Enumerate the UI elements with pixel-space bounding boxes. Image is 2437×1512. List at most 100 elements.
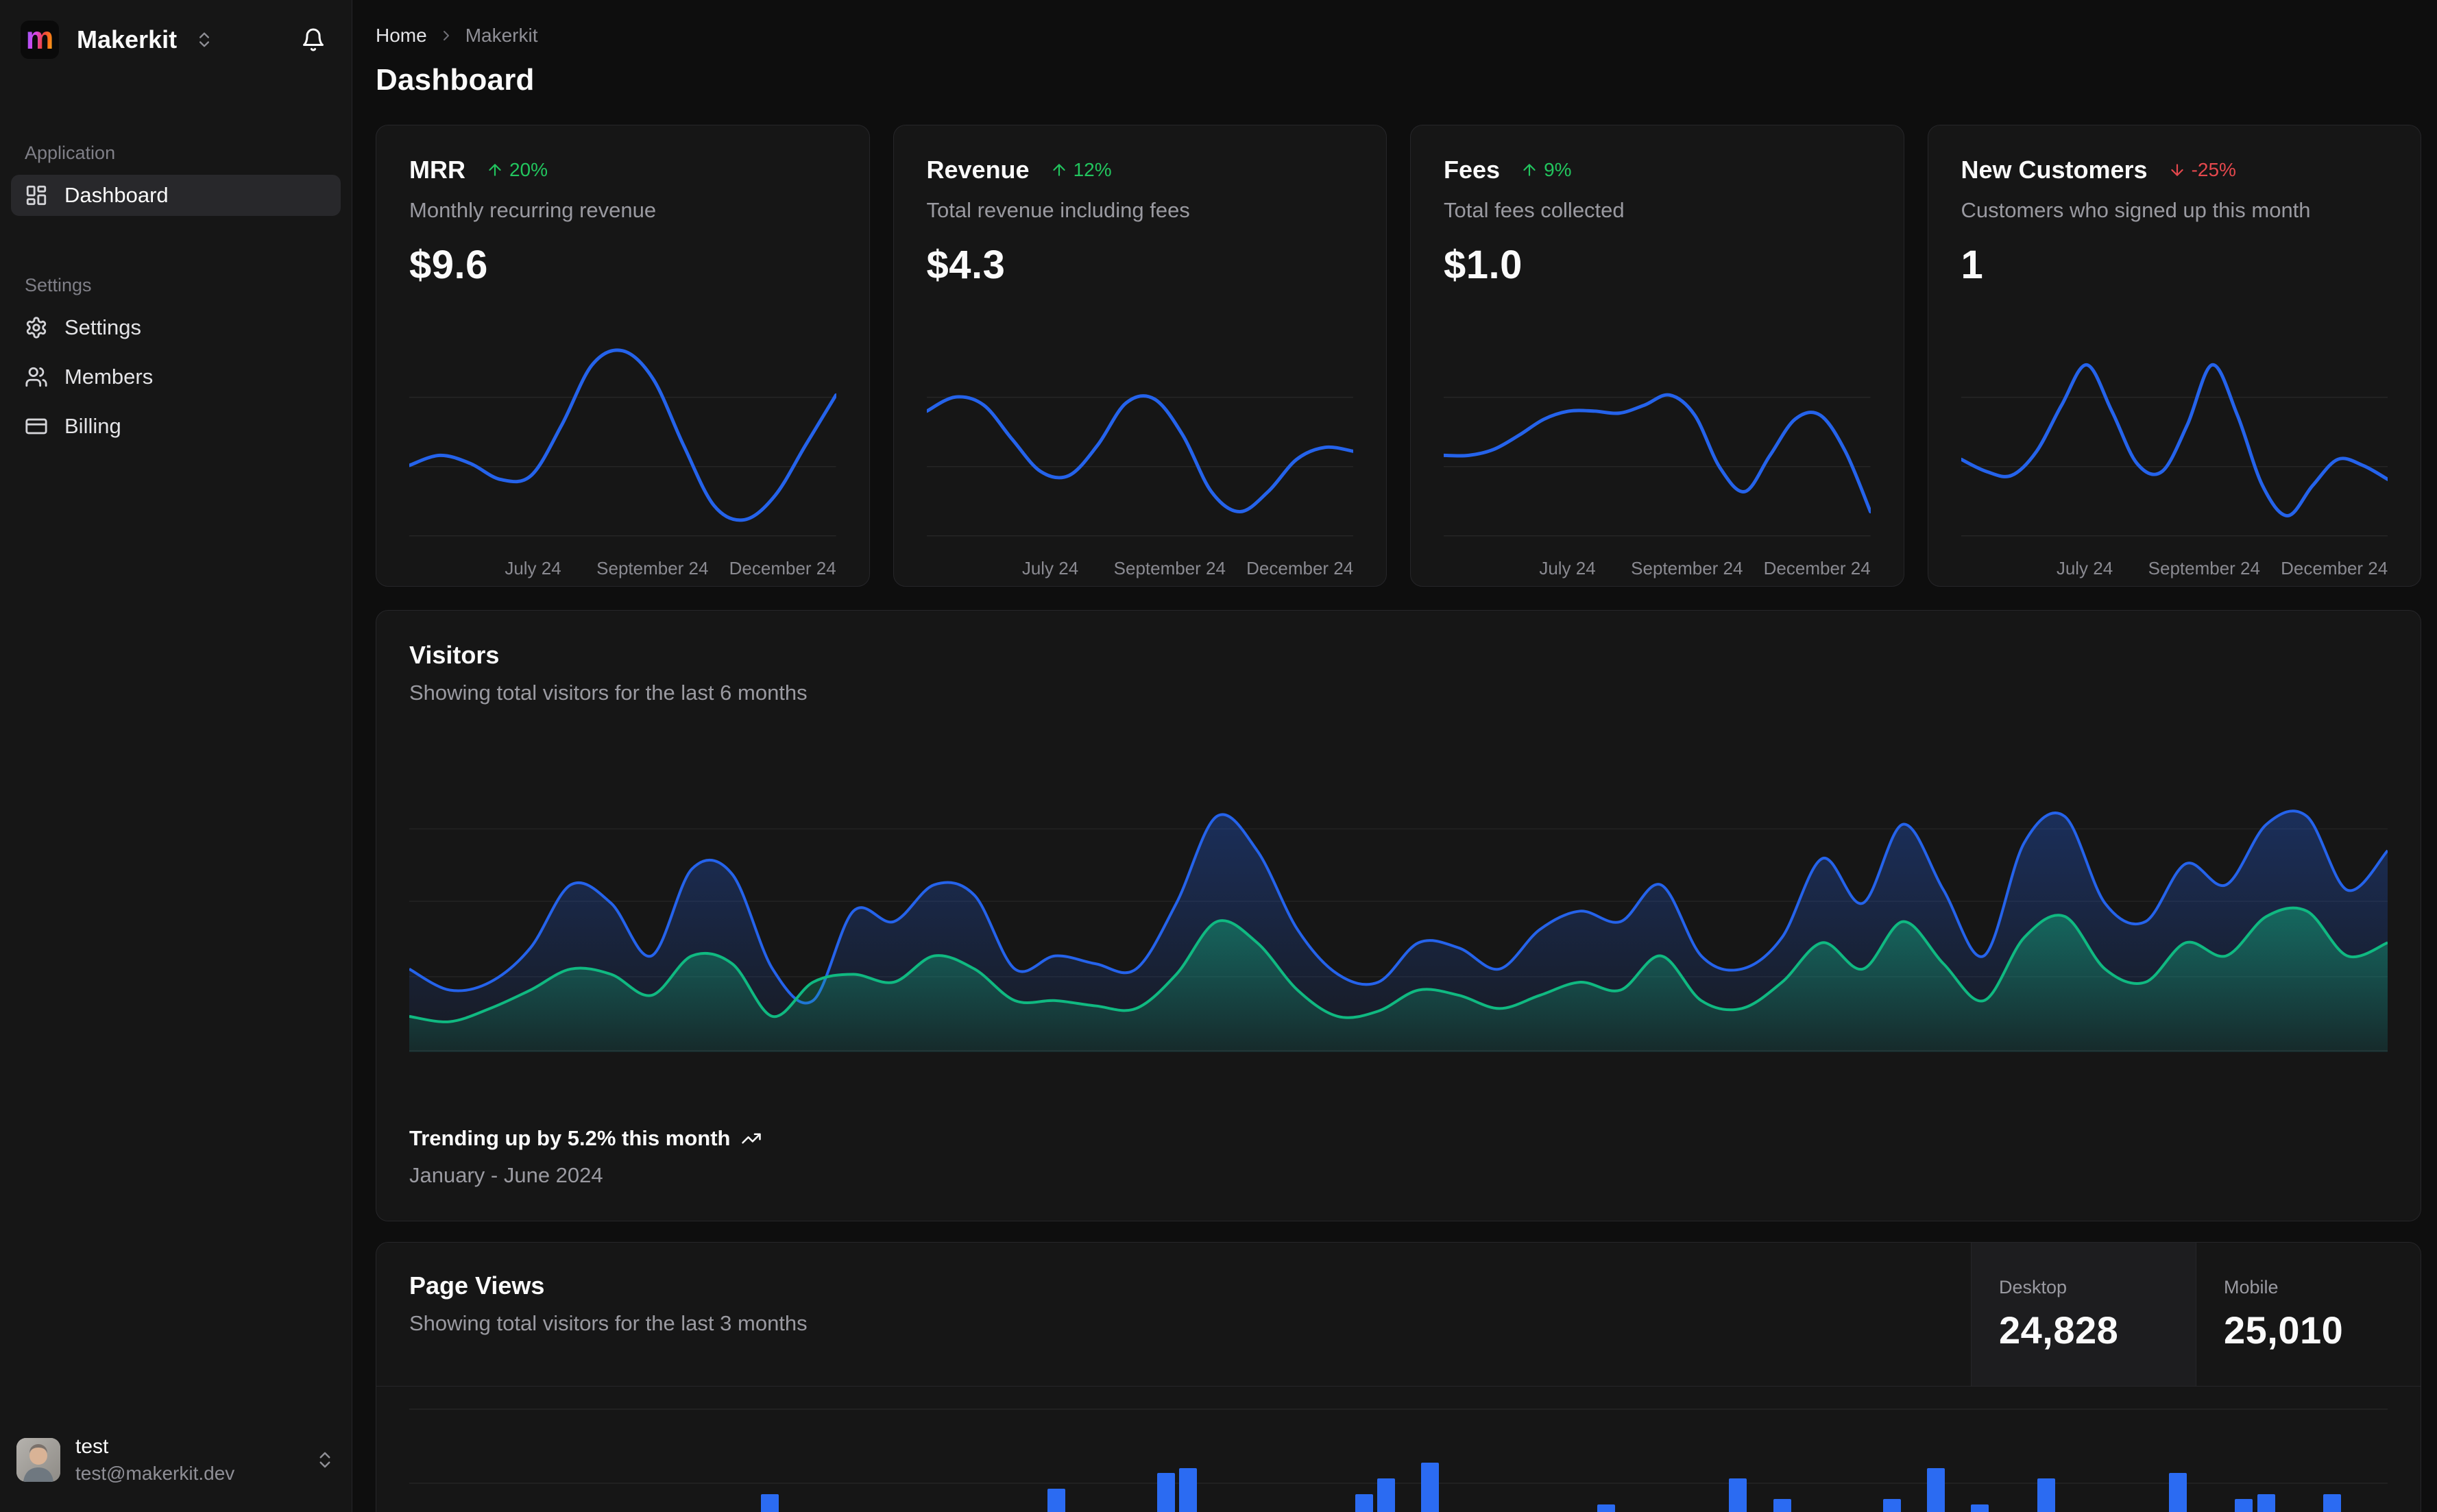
trend-value: 12%: [1073, 159, 1112, 180]
trend-value: 9%: [1544, 159, 1572, 180]
x-tick: December 24: [1763, 558, 1871, 579]
visitors-period: January - June 2024: [409, 1163, 603, 1187]
gridline: [409, 1483, 2388, 1484]
sidebar-item-dashboard[interactable]: Dashboard: [11, 175, 341, 216]
bar: [761, 1493, 779, 1512]
trend-badge: 9%: [1520, 159, 1572, 181]
sidebar-section-settings: Settings: [25, 275, 92, 295]
stat-title: Fees: [1444, 156, 1501, 184]
user-name: test: [75, 1435, 109, 1458]
sparkline-chart: [409, 324, 836, 547]
page-views-bar-chart: [409, 1400, 2388, 1512]
bar: [1377, 1478, 1395, 1512]
bar: [2169, 1473, 2187, 1512]
x-tick: September 24: [1113, 558, 1226, 579]
chevrons-up-down-icon: [315, 1450, 335, 1470]
sparkline-x-axis: July 24 September 24 December 24: [409, 558, 836, 578]
stat-value: $1.0: [1444, 243, 1523, 287]
sidebar-item-label: Billing: [64, 414, 121, 438]
bar: [1971, 1504, 1989, 1512]
tab-value: 24,828: [1999, 1308, 2119, 1352]
tab-mobile[interactable]: Mobile 25,010: [2196, 1243, 2421, 1386]
visitors-area-chart: [409, 751, 2388, 1052]
application-nav: Dashboard: [11, 175, 341, 216]
sparkline-series: [1444, 393, 1871, 514]
stat-title: MRR: [409, 156, 465, 184]
stat-card-fees: Fees 9% Total fees collected $1.0 July 2…: [1410, 125, 1904, 587]
sidebar-item-billing[interactable]: Billing: [11, 406, 341, 447]
sparkline-series: [1961, 363, 2388, 517]
mobile-area: [409, 907, 2388, 1052]
x-tick: September 24: [596, 558, 709, 579]
avatar: [16, 1438, 60, 1482]
trend-badge: 12%: [1050, 159, 1112, 181]
bell-icon[interactable]: [295, 22, 331, 58]
bar: [1927, 1467, 1945, 1512]
sidebar-item-label: Settings: [64, 315, 142, 339]
x-tick: July 24: [2056, 558, 2113, 579]
trend-value: -25%: [2191, 159, 2236, 180]
settings-nav: Settings Members Billing: [11, 307, 341, 447]
x-tick: September 24: [2148, 558, 2260, 579]
page-title: Dashboard: [376, 63, 535, 97]
x-tick: September 24: [1631, 558, 1743, 579]
users-icon: [25, 365, 48, 389]
page-views-header: Page Views Showing total visitors for th…: [376, 1243, 2421, 1387]
user-menu[interactable]: test test@makerkit.dev: [11, 1428, 341, 1491]
sparkline-chart: [926, 324, 1353, 547]
stat-card-revenue: Revenue 12% Total revenue including fees…: [893, 125, 1387, 587]
visitors-subtitle: Showing total visitors for the last 6 mo…: [409, 681, 808, 705]
bar: [1421, 1463, 1440, 1512]
bar: [1355, 1493, 1373, 1512]
x-tick: July 24: [1539, 558, 1596, 579]
stat-cards-row: MRR 20% Monthly recurring revenue $9.6 J…: [376, 125, 2421, 587]
workspace-header: m Makerkit: [11, 18, 341, 62]
stat-subtitle: Total revenue including fees: [926, 198, 1190, 222]
breadcrumb-current: Makerkit: [465, 25, 538, 46]
bar: [2257, 1493, 2275, 1512]
trend-value: 20%: [509, 159, 548, 180]
breadcrumb-home-link[interactable]: Home: [376, 25, 427, 46]
arrow-up-icon: [486, 161, 504, 179]
chevron-right-icon: [438, 27, 454, 44]
stat-value: 1: [1961, 243, 1984, 287]
tab-label: Mobile: [2224, 1276, 2279, 1297]
dashboard-icon: [25, 184, 48, 207]
chevrons-up-down-icon[interactable]: [195, 30, 214, 49]
x-tick: December 24: [729, 558, 836, 579]
mobile-line: [409, 906, 2388, 1023]
breadcrumb: Home Makerkit: [376, 25, 2421, 47]
sparkline-chart: [1961, 324, 2388, 547]
bar: [1157, 1473, 1175, 1512]
desktop-line: [409, 809, 2388, 1005]
stat-title: New Customers: [1961, 156, 2148, 184]
workspace-name: Makerkit: [77, 25, 178, 53]
bar: [2037, 1478, 2055, 1512]
user-meta: test test@makerkit.dev: [75, 1435, 234, 1485]
stat-subtitle: Customers who signed up this month: [1961, 198, 2311, 222]
tab-label: Desktop: [1999, 1276, 2068, 1297]
page-views-subtitle: Showing total visitors for the last 3 mo…: [409, 1311, 808, 1335]
credit-card-icon: [25, 415, 48, 438]
x-tick: December 24: [2281, 558, 2388, 579]
sparkline-x-axis: July 24 September 24 December 24: [1961, 558, 2388, 578]
bar: [2323, 1493, 2341, 1512]
logo-letter: m: [25, 20, 54, 56]
tab-desktop[interactable]: Desktop 24,828: [1971, 1243, 2196, 1386]
sidebar-item-label: Dashboard: [64, 183, 169, 207]
sidebar-item-members[interactable]: Members: [11, 356, 341, 398]
stat-subtitle: Monthly recurring revenue: [409, 198, 657, 222]
x-tick: December 24: [1246, 558, 1354, 579]
arrow-up-icon: [1520, 161, 1538, 179]
sidebar-section-application: Application: [25, 143, 116, 163]
visitors-title: Visitors: [409, 641, 500, 669]
sidebar-item-settings[interactable]: Settings: [11, 307, 341, 348]
gear-icon: [25, 316, 48, 339]
sparkline-x-axis: July 24 September 24 December 24: [927, 558, 1353, 578]
visitors-trend-text: Trending up by 5.2% this month: [409, 1126, 731, 1150]
page-views-title: Page Views: [409, 1271, 545, 1300]
sparkline-series: [926, 394, 1353, 514]
stat-card-mrr: MRR 20% Monthly recurring revenue $9.6 J…: [376, 125, 870, 587]
visitors-card: Visitors Showing total visitors for the …: [376, 610, 2421, 1221]
